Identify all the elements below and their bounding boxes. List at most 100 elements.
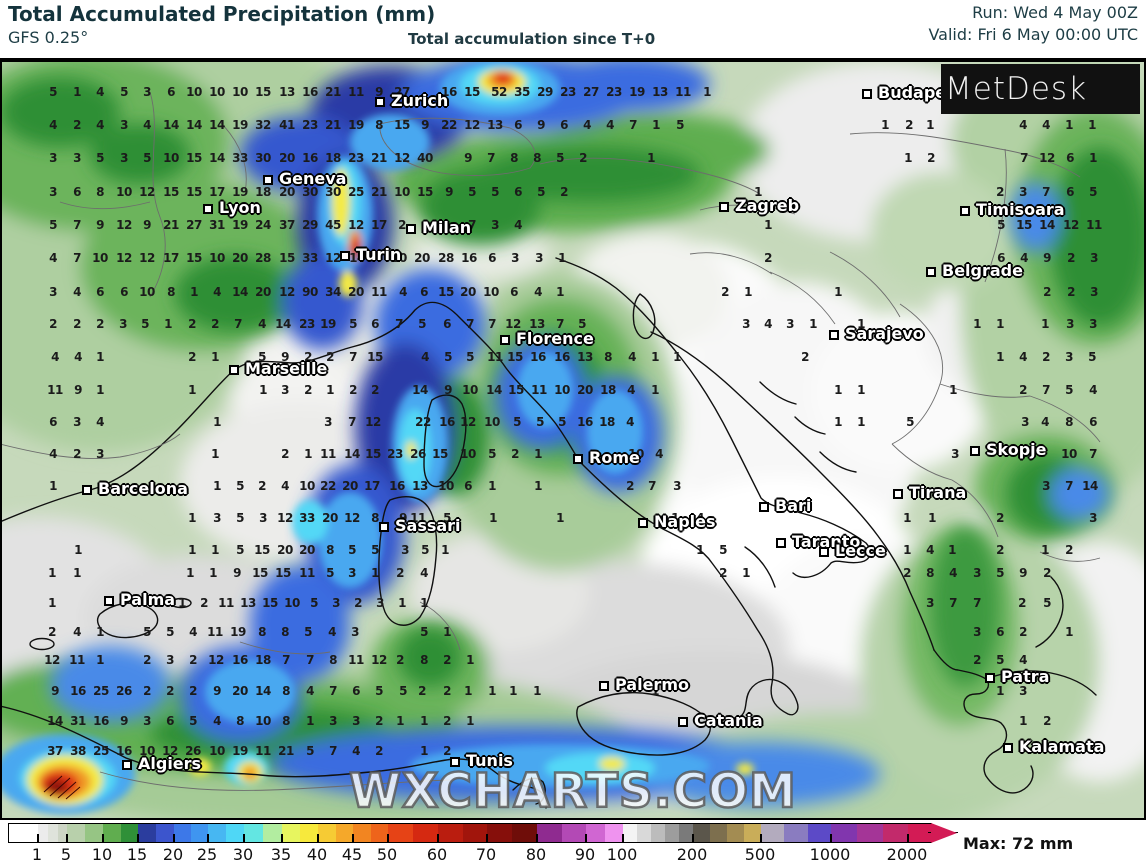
- grid-value: 1: [652, 118, 660, 132]
- grid-value: 2: [905, 118, 913, 132]
- grid-value: 4: [1042, 118, 1050, 132]
- grid-value: 8: [282, 714, 290, 728]
- grid-value: 16: [439, 415, 455, 429]
- grid-value: 3: [376, 596, 384, 610]
- grid-value: 6: [1066, 151, 1074, 165]
- grid-value: 1: [857, 383, 865, 397]
- grid-value: 6: [96, 285, 104, 299]
- grid-value: 2: [396, 653, 404, 667]
- grid-value: 9: [444, 383, 452, 397]
- grid-value: 9: [399, 511, 407, 525]
- grid-value: 6: [464, 479, 472, 493]
- grid-value: 5: [444, 350, 452, 364]
- grid-value: 1: [764, 218, 772, 232]
- grid-value: 3: [213, 511, 221, 525]
- grid-value: 2: [1043, 285, 1051, 299]
- grid-value: 8: [420, 653, 428, 667]
- grid-value: 7: [949, 596, 957, 610]
- grid-value: 5: [1043, 596, 1051, 610]
- grid-value: 1: [464, 684, 472, 698]
- grid-value: 4: [926, 543, 934, 557]
- grid-value: 1: [973, 317, 981, 331]
- grid-value: 27: [186, 218, 202, 232]
- grid-value: 8: [326, 543, 334, 557]
- city-label: Skopje: [986, 440, 1047, 459]
- legend-tick-label: 70: [475, 845, 497, 864]
- grid-value: 12: [460, 415, 476, 429]
- grid-value: 2: [1043, 566, 1051, 580]
- city-label: Kalamata: [1019, 737, 1105, 756]
- grid-value: 1: [703, 85, 711, 99]
- grid-value: 1: [96, 625, 104, 639]
- legend-tick-label: 1: [31, 845, 43, 864]
- grid-value: 1: [904, 151, 912, 165]
- grid-value: 7: [468, 218, 476, 232]
- grid-value: 1: [213, 479, 221, 493]
- grid-value: 11: [207, 625, 223, 639]
- city-dot: [1003, 743, 1013, 753]
- grid-value: 3: [73, 415, 81, 429]
- grid-value: 2: [996, 543, 1004, 557]
- grid-value: 12: [464, 118, 480, 132]
- city-dot: [340, 251, 350, 261]
- grid-value: 19: [232, 118, 248, 132]
- grid-value: 1: [647, 151, 655, 165]
- grid-value: 12: [365, 415, 381, 429]
- grid-value: 1: [671, 511, 679, 525]
- grid-value: 10: [186, 85, 202, 99]
- grid-value: 2: [200, 596, 208, 610]
- grid-value: 26: [116, 684, 132, 698]
- grid-value: 2: [719, 566, 727, 580]
- city-label: Tirana: [909, 483, 967, 502]
- legend-tick: [437, 834, 439, 842]
- grid-value: 2: [73, 447, 81, 461]
- grid-value: 14: [1082, 479, 1098, 493]
- legend-tick-label: 35: [270, 845, 292, 864]
- grid-value: 2: [443, 653, 451, 667]
- grid-value: 1: [466, 714, 474, 728]
- grid-value: 33: [299, 511, 315, 525]
- metdesk-logo-text: MetDesk: [945, 71, 1088, 107]
- city-dot: [500, 335, 510, 345]
- grid-value: 3: [742, 317, 750, 331]
- grid-value: 12: [139, 185, 155, 199]
- grid-value: 7: [73, 251, 81, 265]
- grid-value: 4: [96, 415, 104, 429]
- grid-value: 5: [997, 218, 1005, 232]
- grid-value: 3: [673, 479, 681, 493]
- grid-value: 32: [255, 118, 271, 132]
- city-dot: [960, 206, 970, 216]
- legend-tick: [66, 834, 68, 842]
- grid-value: 3: [281, 383, 289, 397]
- grid-value: 4: [1041, 415, 1049, 429]
- grid-value: 21: [278, 744, 294, 758]
- grid-value: 1: [1019, 714, 1027, 728]
- grid-value: 14: [344, 447, 360, 461]
- grid-value: 5: [1088, 350, 1096, 364]
- grid-value: 7: [329, 684, 337, 698]
- grid-value: 5: [996, 566, 1004, 580]
- grid-value: 10: [438, 479, 454, 493]
- grid-value: 4: [696, 511, 704, 525]
- grid-value: 23: [606, 85, 622, 99]
- grid-value: 22: [441, 118, 457, 132]
- grid-value: 5: [536, 415, 544, 429]
- grid-value: 2: [281, 447, 289, 461]
- grid-value: 10: [391, 251, 407, 265]
- grid-value: 15: [279, 251, 295, 265]
- grid-value: 5: [141, 317, 149, 331]
- grid-value: 5: [189, 714, 197, 728]
- grid-value: 3: [1066, 317, 1074, 331]
- grid-value: 4: [628, 350, 636, 364]
- grid-value: 2: [996, 185, 1004, 199]
- legend-tick: [317, 834, 319, 842]
- grid-value: 1: [213, 415, 221, 429]
- city-label: Geneva: [279, 169, 347, 188]
- extreme-hatching: [43, 775, 81, 800]
- city-dot: [406, 224, 416, 234]
- grid-value: 4: [1019, 350, 1027, 364]
- grid-value: 1: [651, 383, 659, 397]
- grid-value: 7: [282, 653, 290, 667]
- grid-value: 31: [209, 218, 225, 232]
- grid-value: 7: [648, 479, 656, 493]
